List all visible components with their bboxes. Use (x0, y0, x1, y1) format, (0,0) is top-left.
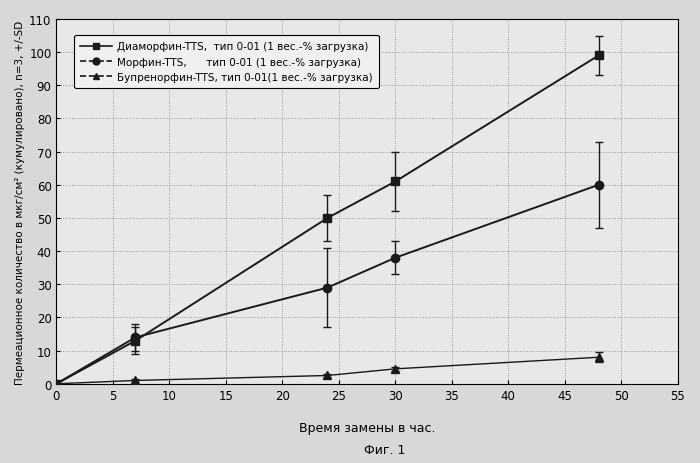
Y-axis label: Пермеационное количество в мкг/см² (кумулировано), n=3, +/-SD: Пермеационное количество в мкг/см² (куму… (15, 20, 25, 384)
Text: Фиг. 1: Фиг. 1 (364, 443, 406, 456)
Legend: Диаморфин-TTS,  тип 0-01 (1 вес.-% загрузка), Морфин-TTS,      тип 0-01 (1 вес.-: Диаморфин-TTS, тип 0-01 (1 вес.-% загруз… (74, 36, 379, 89)
X-axis label: Время замены в час.: Время замены в час. (299, 421, 435, 434)
